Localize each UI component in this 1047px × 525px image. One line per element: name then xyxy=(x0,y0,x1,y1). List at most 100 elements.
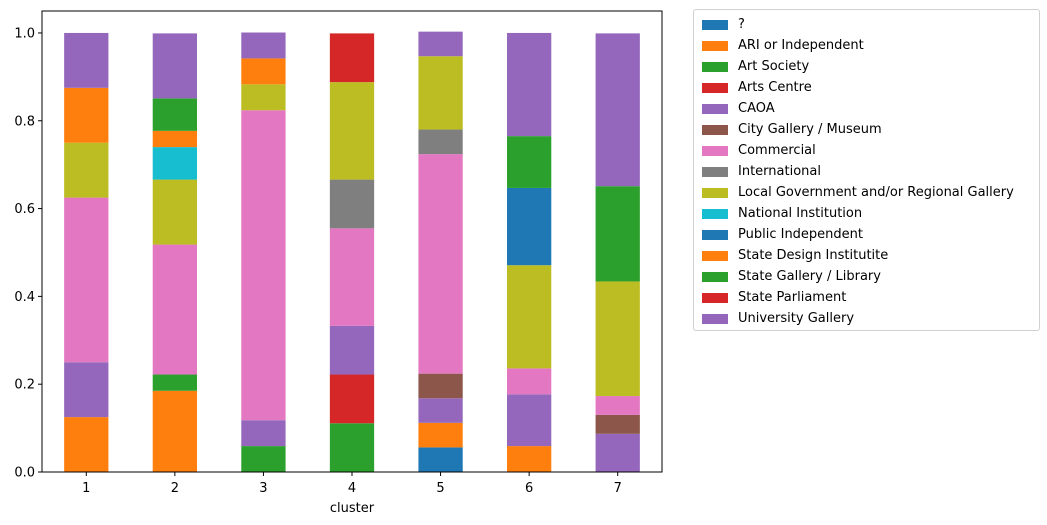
legend-swatch xyxy=(702,40,728,51)
bar-segment-cluster-3-series-4 xyxy=(241,420,286,447)
bar-segment-cluster-1-series-6 xyxy=(64,197,109,363)
x-tick-label: 3 xyxy=(259,481,267,496)
bar-segment-cluster-4-series-7 xyxy=(329,179,375,229)
legend-item: State Parliament xyxy=(700,287,1033,308)
legend-item: Commercial xyxy=(700,140,1033,161)
bar-segment-cluster-4-series-2 xyxy=(329,423,375,472)
legend-label: State Design Institutite xyxy=(738,248,889,263)
bar-segment-cluster-7-series-8 xyxy=(595,281,640,397)
legend-swatch xyxy=(702,82,728,93)
bar-segment-cluster-2-series-11 xyxy=(152,130,197,148)
legend-swatch xyxy=(702,145,728,156)
y-axis-ticks: 0.0 0.2 0.4 0.6 0.8 1.0 xyxy=(14,26,42,481)
legend-label: National Institution xyxy=(738,206,863,221)
legend-swatch xyxy=(702,229,728,240)
bar-segment-cluster-1-series-14 xyxy=(64,32,109,88)
bar-segment-cluster-5-series-14 xyxy=(418,31,463,57)
x-tick-label: 4 xyxy=(348,481,356,496)
legend-item: International xyxy=(700,161,1033,182)
bar-segment-cluster-6-series-8 xyxy=(507,265,552,369)
bar-segment-cluster-7-series-6 xyxy=(595,396,640,415)
bar-segment-cluster-7-series-4 xyxy=(595,433,640,472)
legend-item: Local Government and/or Regional Gallery xyxy=(700,182,1033,203)
bar-segment-cluster-4-series-13 xyxy=(329,33,375,83)
legend-label: ARI or Independent xyxy=(738,38,864,53)
legend-swatch xyxy=(702,19,728,30)
bar-segment-cluster-3-series-2 xyxy=(241,446,286,472)
legend-item: ? xyxy=(700,14,1033,35)
bar-segment-cluster-2-series-8 xyxy=(152,179,197,245)
bar-segment-cluster-1-series-8 xyxy=(64,142,109,198)
bar-segment-cluster-5-series-5 xyxy=(418,373,463,399)
legend-swatch xyxy=(702,292,728,303)
bar-segment-cluster-5-series-6 xyxy=(418,154,463,374)
x-tick-label: 1 xyxy=(82,481,90,496)
bar-segment-cluster-7-series-12 xyxy=(595,186,640,282)
y-tick-label: 0.8 xyxy=(14,114,35,129)
legend-label: State Parliament xyxy=(738,290,847,305)
legend-item: ARI or Independent xyxy=(700,35,1033,56)
y-tick-label: 1.0 xyxy=(14,26,35,41)
bar-segment-cluster-6-series-10 xyxy=(507,187,552,266)
bar-segment-cluster-5-series-0 xyxy=(418,447,463,472)
bar-segment-cluster-2-series-9 xyxy=(152,147,197,180)
bar-segment-cluster-6-series-4 xyxy=(507,394,552,447)
bar-segment-cluster-5-series-1 xyxy=(418,422,463,448)
bar-segment-cluster-7-series-5 xyxy=(595,414,640,434)
bar-segment-cluster-4-series-4 xyxy=(329,325,375,375)
legend-label: CAOA xyxy=(738,101,775,116)
legend-label: City Gallery / Museum xyxy=(738,122,882,137)
legend-item: Arts Centre xyxy=(700,77,1033,98)
bar-segment-cluster-2-series-6 xyxy=(152,244,197,375)
legend-label: University Gallery xyxy=(738,311,855,326)
legend-item: State Design Institutite xyxy=(700,245,1033,266)
bar-segment-cluster-3-series-6 xyxy=(241,110,286,421)
legend-swatch xyxy=(702,61,728,72)
legend-swatch xyxy=(702,271,728,282)
bar-segment-cluster-5-series-8 xyxy=(418,56,463,130)
bar-segment-cluster-1-series-4 xyxy=(64,362,109,418)
bar-segment-cluster-4-series-6 xyxy=(329,228,375,326)
legend: ? ARI or Independent Art Society Arts Centr… xyxy=(693,9,1040,331)
legend-swatch xyxy=(702,250,728,261)
x-tick-label: 5 xyxy=(436,481,444,496)
legend-item: National Institution xyxy=(700,203,1033,224)
bar-segment-cluster-6-series-1 xyxy=(507,446,552,472)
x-tick-label: 7 xyxy=(614,481,622,496)
bar-segment-cluster-6-series-14 xyxy=(507,32,552,137)
legend-item: State Gallery / Library xyxy=(700,266,1033,287)
bar-segment-cluster-3-series-14 xyxy=(241,32,286,59)
bar-segment-cluster-1-series-11 xyxy=(64,87,109,143)
legend-label: ? xyxy=(738,17,745,32)
legend-swatch xyxy=(702,208,728,219)
legend-swatch xyxy=(702,187,728,198)
legend-item: CAOA xyxy=(700,98,1033,119)
legend-label: International xyxy=(738,164,821,179)
bar-segment-cluster-7-series-14 xyxy=(595,33,640,187)
bar-segment-cluster-2-series-14 xyxy=(152,33,197,99)
legend-label: Local Government and/or Regional Gallery xyxy=(738,185,1014,200)
bar-segment-cluster-1-series-1 xyxy=(64,417,109,472)
bar-segment-cluster-2-series-1 xyxy=(152,390,197,472)
bar-segment-cluster-3-series-8 xyxy=(241,84,286,111)
y-tick-label: 0.0 xyxy=(14,466,35,481)
x-axis-label: cluster xyxy=(330,501,375,516)
x-axis-ticks: 1 2 3 4 5 6 7 xyxy=(82,472,622,496)
legend-item: Public Independent xyxy=(700,224,1033,245)
legend-label: Public Independent xyxy=(738,227,864,242)
legend-swatch xyxy=(702,103,728,114)
legend-item: City Gallery / Museum xyxy=(700,119,1033,140)
bar-segment-cluster-4-series-8 xyxy=(329,82,375,180)
legend-label: State Gallery / Library xyxy=(738,269,881,284)
bar-segment-cluster-2-series-12 xyxy=(152,98,197,131)
bars-group xyxy=(64,31,640,472)
legend-label: Arts Centre xyxy=(738,80,812,95)
legend-label: Commercial xyxy=(738,143,816,158)
y-tick-label: 0.2 xyxy=(14,378,35,393)
bar-segment-cluster-6-series-12 xyxy=(507,136,552,188)
legend-label: Art Society xyxy=(738,59,810,74)
bar-segment-cluster-3-series-11 xyxy=(241,58,286,85)
y-tick-label: 0.4 xyxy=(14,290,35,305)
legend-swatch xyxy=(702,313,728,324)
legend-item: Art Society xyxy=(700,56,1033,77)
